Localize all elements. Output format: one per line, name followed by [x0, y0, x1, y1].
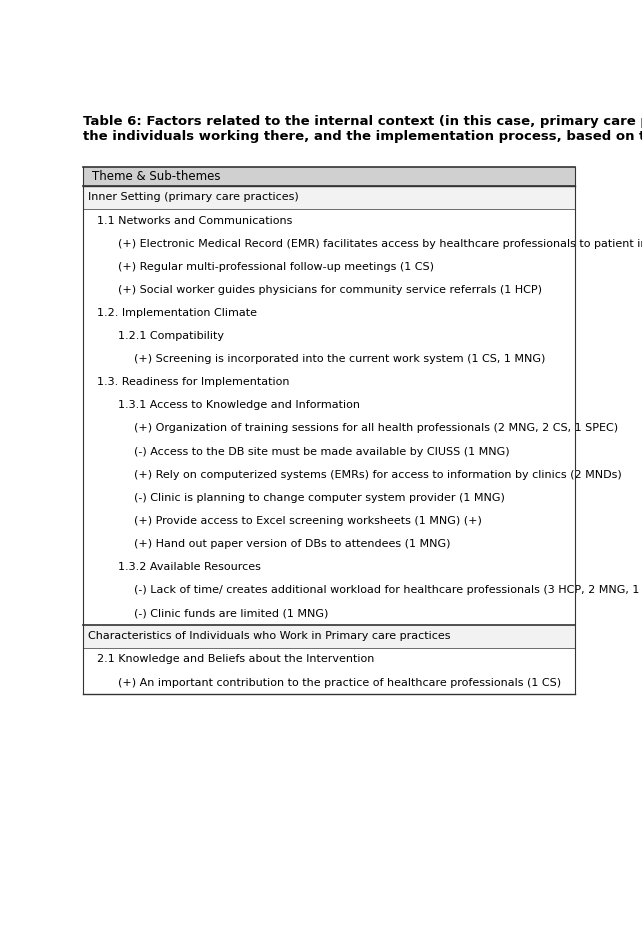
- Bar: [83, 532, 575, 555]
- Bar: [83, 648, 575, 671]
- Text: Characteristics of Individuals who Work in Primary care practices: Characteristics of Individuals who Work …: [88, 631, 451, 641]
- Text: (+) Social worker guides physicians for community service referrals (1 HCP): (+) Social worker guides physicians for …: [118, 285, 542, 295]
- Text: (+) Hand out paper version of DBs to attendees (1 MNG): (+) Hand out paper version of DBs to att…: [134, 539, 450, 549]
- Text: (+) An important contribution to the practice of healthcare professionals (1 CS): (+) An important contribution to the pra…: [118, 678, 561, 688]
- Text: 2.1 Knowledge and Beliefs about the Intervention: 2.1 Knowledge and Beliefs about the Inte…: [98, 654, 375, 665]
- Text: Inner Setting (primary care practices): Inner Setting (primary care practices): [88, 193, 299, 202]
- Bar: [83, 487, 575, 509]
- Text: (-) Access to the DB site must be made available by CIUSS (1 MNG): (-) Access to the DB site must be made a…: [134, 447, 509, 457]
- Text: (-) Lack of time/ creates additional workload for healthcare professionals (3 HC: (-) Lack of time/ creates additional wor…: [134, 585, 642, 595]
- Bar: [83, 417, 575, 440]
- Bar: [83, 578, 575, 602]
- Bar: [83, 509, 575, 532]
- Bar: [83, 186, 575, 209]
- Text: 1.2.1 Compatibility: 1.2.1 Compatibility: [118, 331, 224, 341]
- Bar: [83, 464, 575, 487]
- Bar: [83, 348, 575, 371]
- Text: 1.2. Implementation Climate: 1.2. Implementation Climate: [98, 308, 257, 318]
- Text: Table 6: Factors related to the internal context (in this case, primary care pra: Table 6: Factors related to the internal…: [83, 115, 642, 128]
- Text: (+) Electronic Medical Record (EMR) facilitates access by healthcare professiona: (+) Electronic Medical Record (EMR) faci…: [118, 238, 642, 248]
- Bar: [83, 371, 575, 394]
- Text: (+) Rely on computerized systems (EMRs) for access to information by clinics (2 : (+) Rely on computerized systems (EMRs) …: [134, 470, 621, 479]
- Text: 1.3. Readiness for Implementation: 1.3. Readiness for Implementation: [98, 377, 290, 387]
- Bar: [83, 232, 575, 255]
- Text: Theme & Sub-themes: Theme & Sub-themes: [92, 170, 220, 183]
- Text: 1.1 Networks and Communications: 1.1 Networks and Communications: [98, 216, 293, 225]
- Bar: [83, 167, 575, 186]
- Text: (+) Organization of training sessions for all health professionals (2 MNG, 2 CS,: (+) Organization of training sessions fo…: [134, 424, 618, 434]
- Bar: [83, 324, 575, 348]
- Text: (-) Clinic is planning to change computer system provider (1 MNG): (-) Clinic is planning to change compute…: [134, 493, 505, 502]
- Bar: [83, 555, 575, 578]
- Text: the individuals working there, and the implementation process, based on the CFIR: the individuals working there, and the i…: [83, 131, 642, 144]
- Text: (+) Provide access to Excel screening worksheets (1 MNG) (+): (+) Provide access to Excel screening wo…: [134, 516, 482, 526]
- Bar: [83, 625, 575, 648]
- Bar: [83, 255, 575, 278]
- Text: (-) Clinic funds are limited (1 MNG): (-) Clinic funds are limited (1 MNG): [134, 608, 328, 618]
- Bar: [83, 301, 575, 324]
- Bar: [83, 671, 575, 694]
- Bar: [83, 209, 575, 232]
- Text: 1.3.2 Available Resources: 1.3.2 Available Resources: [118, 562, 261, 572]
- Bar: [83, 440, 575, 464]
- Bar: [83, 394, 575, 417]
- Text: 1.3.1 Access to Knowledge and Information: 1.3.1 Access to Knowledge and Informatio…: [118, 400, 360, 411]
- Text: (+) Regular multi-professional follow-up meetings (1 CS): (+) Regular multi-professional follow-up…: [118, 261, 434, 272]
- Bar: [83, 602, 575, 625]
- Text: (+) Screening is incorporated into the current work system (1 CS, 1 MNG): (+) Screening is incorporated into the c…: [134, 354, 545, 364]
- Bar: [83, 278, 575, 301]
